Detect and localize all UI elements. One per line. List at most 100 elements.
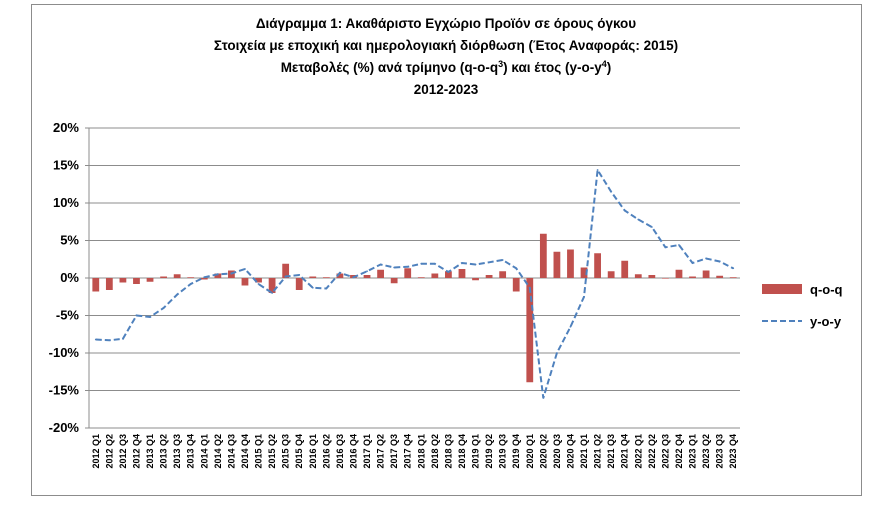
- bar-q-o-q: [675, 269, 683, 278]
- point-y-o-y: [298, 274, 301, 276]
- x-tick-label: 2013 Q3: [172, 434, 182, 469]
- bar-q-o-q: [526, 278, 534, 383]
- point-y-o-y: [108, 339, 111, 342]
- point-y-o-y: [176, 293, 179, 296]
- bar-q-o-q: [580, 267, 588, 278]
- x-tick-label: 2020 Q4: [565, 434, 575, 469]
- point-y-o-y: [583, 295, 585, 298]
- x-tick-label: 2020 Q2: [538, 434, 548, 469]
- point-y-o-y: [271, 292, 273, 294]
- point-y-o-y: [691, 262, 694, 264]
- x-tick-label: 2021 Q2: [593, 434, 603, 469]
- point-y-o-y: [393, 266, 396, 269]
- x-tick-label: 2015 Q2: [267, 434, 277, 469]
- x-tick-label: 2014 Q4: [240, 434, 250, 469]
- bar-q-o-q: [214, 273, 222, 278]
- point-y-o-y: [352, 276, 355, 279]
- x-tick-label: 2022 Q2: [647, 434, 657, 469]
- point-y-o-y: [230, 272, 233, 275]
- x-tick-label: 2023 Q2: [701, 434, 711, 469]
- bar-q-o-q: [512, 278, 520, 292]
- point-y-o-y: [406, 265, 409, 268]
- x-tick-label: 2023 Q1: [688, 434, 698, 469]
- chart-frame: Διάγραμμα 1: Ακαθάριστο Εγχώριο Προϊόν σ…: [31, 4, 862, 496]
- x-tick-label: 2014 Q1: [199, 434, 209, 469]
- bar-q-o-q: [160, 276, 167, 278]
- x-tick-label: 2018 Q1: [416, 434, 426, 469]
- x-tick-label: 2019 Q3: [498, 434, 508, 469]
- point-y-o-y: [569, 325, 572, 328]
- x-tick-label: 2012 Q4: [131, 434, 141, 469]
- bar-q-o-q: [499, 271, 507, 278]
- x-tick-label: 2022 Q4: [674, 434, 684, 469]
- bar-q-o-q: [445, 271, 452, 278]
- bar-q-o-q: [200, 278, 208, 280]
- y-tick-label: -15%: [49, 383, 80, 398]
- x-tick-label: 2019 Q4: [511, 434, 521, 469]
- point-y-o-y: [420, 262, 423, 265]
- point-y-o-y: [284, 275, 287, 278]
- x-tick-label: 2016 Q3: [335, 434, 345, 469]
- bar-q-o-q: [255, 278, 262, 283]
- point-y-o-y: [203, 276, 206, 279]
- point-y-o-y: [623, 209, 626, 212]
- point-y-o-y: [149, 316, 151, 318]
- point-y-o-y: [325, 287, 328, 290]
- point-y-o-y: [515, 267, 518, 270]
- y-tick-label: 20%: [53, 120, 79, 135]
- chart-svg: Διάγραμμα 1: Ακαθάριστο Εγχώριο Προϊόν σ…: [49, 16, 843, 469]
- bar-q-o-q: [621, 260, 629, 278]
- point-y-o-y: [488, 261, 490, 264]
- point-y-o-y: [162, 307, 165, 309]
- point-y-o-y: [379, 263, 382, 266]
- point-y-o-y: [596, 169, 599, 171]
- x-tick-label: 2022 Q3: [660, 434, 670, 469]
- x-tick-label: 2014 Q2: [213, 434, 223, 469]
- bar-q-o-q: [594, 253, 601, 278]
- x-tick-label: 2020 Q3: [552, 434, 562, 469]
- x-tick-label: 2013 Q4: [186, 434, 196, 469]
- x-tick-label: 2019 Q2: [484, 434, 494, 469]
- x-tick-label: 2022 Q1: [633, 434, 643, 469]
- x-tick-label: 2013 Q1: [145, 434, 155, 469]
- bar-q-o-q: [105, 278, 113, 290]
- y-tick-label: 5%: [60, 233, 79, 248]
- legend-label-y-o-y: y-o-y: [810, 314, 842, 329]
- bar-q-o-q: [689, 276, 696, 278]
- x-tick-label: 2015 Q4: [294, 434, 304, 469]
- point-y-o-y: [135, 314, 138, 317]
- x-tick-label: 2015 Q1: [254, 434, 264, 469]
- bar-q-o-q: [716, 275, 724, 278]
- chart-title-line4: 2012-2023: [414, 82, 479, 97]
- bar-q-o-q: [417, 277, 425, 278]
- chart-title-line3-middle: ) και έτος (y-o-y: [503, 60, 602, 75]
- x-tick-label: 2018 Q3: [443, 434, 453, 469]
- x-tick-label: 2018 Q4: [457, 434, 467, 469]
- x-tick-label: 2018 Q2: [430, 434, 440, 469]
- x-tick-label: 2016 Q4: [348, 434, 358, 469]
- bar-q-o-q: [431, 273, 439, 278]
- bar-q-o-q: [553, 251, 561, 278]
- bar-q-o-q: [282, 263, 290, 278]
- point-y-o-y: [311, 286, 314, 289]
- bar-q-o-q: [187, 277, 195, 278]
- legend-label-q-o-q: q-o-q: [810, 282, 843, 297]
- y-axis-ticks: 20% 15% 10% 5% 0% -5% -10% -15% -20%: [49, 120, 80, 435]
- y-tick-label: -10%: [49, 345, 80, 360]
- x-tick-label: 2021 Q4: [620, 434, 630, 469]
- point-y-o-y: [366, 270, 368, 273]
- y-tick-label: 0%: [60, 270, 79, 285]
- bar-q-o-q: [309, 276, 317, 278]
- point-y-o-y: [664, 246, 667, 249]
- x-tick-label: 2012 Q2: [104, 434, 114, 469]
- y-tick-label: 15%: [53, 158, 79, 173]
- chart-title-line2: Στοιχεία με εποχική και ημερολογιακή διό…: [214, 38, 678, 53]
- point-y-o-y: [732, 267, 735, 270]
- chart-title-line3-sup1: 3: [498, 59, 503, 69]
- x-tick-label: 2021 Q1: [579, 434, 589, 469]
- point-y-o-y: [474, 263, 477, 266]
- bar-q-o-q: [404, 268, 412, 278]
- y-tick-label: 10%: [53, 195, 79, 210]
- point-y-o-y: [447, 271, 450, 273]
- x-tick-label: 2012 Q1: [91, 434, 101, 469]
